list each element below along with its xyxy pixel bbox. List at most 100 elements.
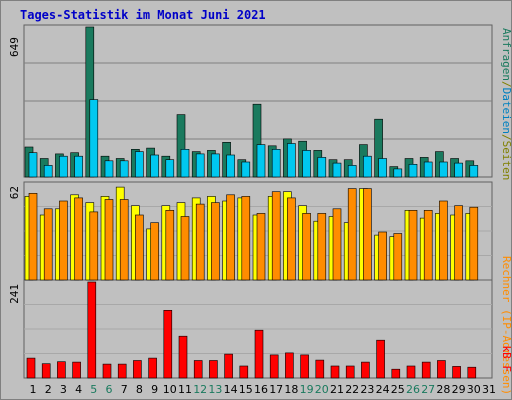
x-tick-label: 15	[239, 383, 253, 396]
bar-kb-f-day-28	[437, 360, 446, 379]
bar-kb-f-day-3	[57, 361, 66, 379]
bar-kb-f-day-6	[102, 363, 112, 379]
bar-dateien-day-15	[241, 161, 251, 178]
bar-dateien-day-9	[150, 154, 159, 178]
side-legend-part: /	[500, 134, 512, 141]
bar-kb-f-day-22	[345, 365, 355, 379]
bar-kb-f-day-29	[452, 366, 461, 379]
bar-rechner-day-21	[332, 208, 342, 281]
bar-rechner-day-7	[119, 199, 129, 281]
bar-kb-f-day-23	[361, 361, 370, 379]
y-max-label: 649	[8, 37, 21, 57]
bar-rechner-day-16	[256, 213, 266, 281]
bar-kb-f-day-20	[315, 359, 325, 379]
bar-rechner-day-24	[378, 231, 387, 281]
bar-kb-f-day-11	[178, 335, 188, 379]
x-tick-label: 26	[406, 383, 420, 396]
bar-rechner-day-4	[74, 197, 83, 281]
bar-dateien-day-7	[119, 160, 129, 178]
bar-kb-f-day-13	[209, 360, 218, 379]
bar-dateien-day-21	[332, 162, 342, 178]
x-tick-label: 28	[436, 383, 450, 396]
bar-dateien-day-10	[165, 159, 175, 178]
y-max-label: 62	[8, 186, 21, 199]
bar-kb-f-day-8	[133, 360, 142, 379]
bar-rechner-day-30	[469, 206, 479, 281]
bar-dateien-day-3	[59, 155, 68, 178]
bar-rechner-day-5	[89, 211, 99, 281]
bar-dateien-day-30	[469, 165, 479, 178]
bar-kb-f-day-10	[163, 309, 173, 379]
bar-dateien-day-1	[28, 152, 38, 178]
bar-rechner-day-9	[150, 222, 159, 281]
bar-dateien-day-27	[423, 161, 433, 178]
bar-kb-f-day-30	[467, 366, 477, 379]
bar-dateien-day-19	[302, 150, 311, 178]
x-tick-label: 18	[284, 383, 298, 396]
x-tick-label: 1	[30, 383, 37, 396]
bar-rechner-day-14	[226, 194, 235, 281]
x-tick-label: 13	[208, 383, 222, 396]
side-legend-part: /	[500, 81, 512, 88]
bar-rechner-day-26	[408, 210, 418, 281]
bar-kb-f-day-14	[224, 353, 233, 379]
bar-rechner-day-23	[363, 188, 372, 281]
bar-rechner-day-12	[195, 203, 205, 281]
bar-kb-f-day-12	[193, 360, 203, 379]
bar-kb-f-day-5	[87, 281, 97, 379]
y-max-label: 241	[8, 284, 21, 304]
bar-kb-f-day-21	[330, 365, 340, 379]
bar-rechner-day-2	[43, 208, 53, 281]
bar-dateien-day-18	[287, 143, 296, 178]
bar-dateien-day-23	[363, 155, 372, 178]
bar-rechner-day-11	[180, 216, 190, 281]
chart-title: Tages-Statistik im Monat Juni 2021	[20, 8, 266, 22]
bar-kb-f-day-25	[391, 368, 401, 379]
bar-kb-f-day-9	[148, 357, 157, 379]
bar-rechner-day-19	[302, 213, 311, 281]
side-legend-part: Seiten	[500, 141, 512, 181]
bar-kb-f-day-17	[269, 354, 279, 379]
x-tick-label: 4	[75, 383, 82, 396]
bar-kb-f-day-16	[254, 329, 264, 379]
x-tick-label: 20	[315, 383, 329, 396]
x-tick-label: 21	[330, 383, 344, 396]
x-tick-label: 9	[151, 383, 158, 396]
x-tick-label: 31	[482, 383, 496, 396]
bar-dateien-day-24	[378, 158, 387, 178]
x-tick-label: 23	[360, 383, 374, 396]
side-legend-part: Rechner (IP-Adressen)	[500, 256, 512, 395]
bar-rechner-day-22	[347, 188, 357, 281]
bar-rechner-day-17	[271, 191, 281, 281]
bar-dateien-day-4	[74, 155, 83, 178]
bar-dateien-day-22	[347, 165, 357, 178]
bar-rechner-day-28	[439, 200, 448, 281]
bar-dateien-day-28	[439, 161, 448, 178]
x-tick-label: 5	[90, 383, 97, 396]
x-tick-label: 12	[193, 383, 207, 396]
bar-rechner-day-10	[165, 210, 175, 281]
bar-dateien-day-8	[135, 151, 144, 178]
bar-dateien-day-25	[393, 168, 403, 178]
x-tick-label: 3	[60, 383, 67, 396]
bar-rechner-day-25	[393, 233, 403, 281]
bar-kb-f-day-27	[421, 361, 431, 379]
bar-dateien-day-29	[454, 162, 463, 178]
side-legend-kbytes: kB F	[500, 346, 512, 373]
bar-dateien-day-13	[211, 153, 220, 178]
bar-dateien-day-16	[256, 144, 266, 178]
bar-dateien-day-6	[104, 160, 114, 178]
x-tick-label: 22	[345, 383, 359, 396]
x-tick-label: 25	[391, 383, 405, 396]
bar-kb-f-day-18	[285, 352, 294, 379]
bar-rechner-day-18	[287, 197, 296, 281]
bar-rechner-day-6	[104, 199, 114, 281]
x-tick-label: 16	[254, 383, 268, 396]
bar-kb-f-day-7	[117, 363, 127, 379]
x-tick-label: 27	[421, 383, 435, 396]
bar-dateien-day-17	[271, 149, 281, 178]
side-legend-pages-visits: Rechner (IP-Adressen)	[500, 256, 512, 395]
x-tick-label: 6	[106, 383, 113, 396]
x-tick-label: 24	[376, 383, 390, 396]
x-tick-label: 10	[163, 383, 177, 396]
